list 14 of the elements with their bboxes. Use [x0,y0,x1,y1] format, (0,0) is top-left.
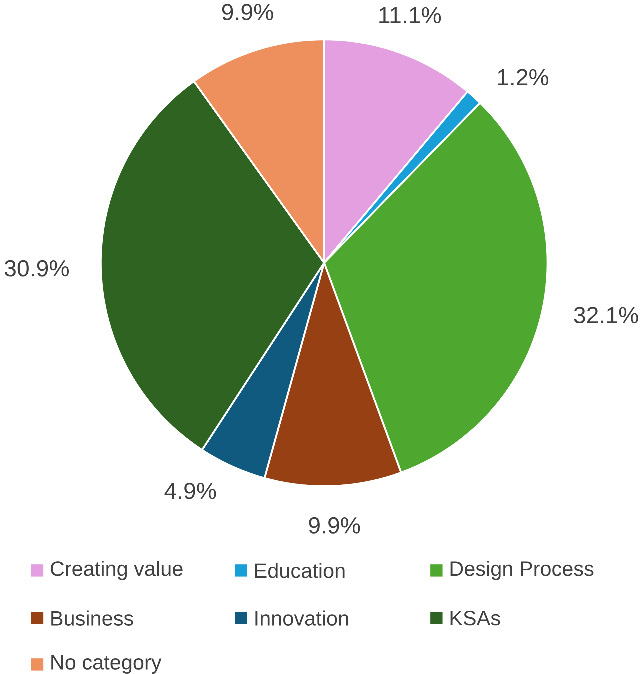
data-label: 11.1% [379,7,441,24]
legend-label: Innovation [256,610,348,626]
data-label: 32.1% [574,307,638,324]
legend-label: Design Process [450,561,594,580]
data-label: 9.9% [309,517,360,534]
legend-label: Education [255,563,345,578]
legend-label: KSAs [450,610,500,626]
legend-label: Business [52,610,134,626]
data-label: 4.9% [164,482,216,500]
data-label: 9.9% [222,4,274,20]
data-label: 30.9% [4,260,69,277]
data-label: 1.2% [498,69,548,86]
legend-label: No category [52,655,162,674]
legend-label: Creating value [50,561,183,580]
